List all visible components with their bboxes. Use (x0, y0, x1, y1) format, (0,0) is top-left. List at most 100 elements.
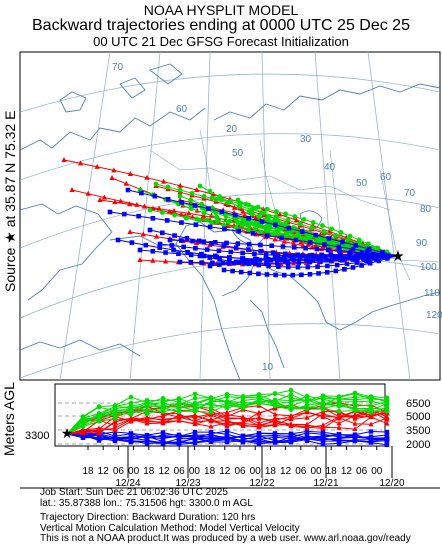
trajectory-marker (319, 252, 324, 258)
height-marker (160, 430, 166, 435)
height-marker (112, 418, 118, 424)
trajectory-marker (214, 254, 220, 260)
trajectory-marker (253, 261, 258, 266)
graticule-label: 100 (420, 262, 437, 273)
trajectory-marker (209, 195, 215, 201)
trajectory-marker (333, 233, 339, 238)
graticule-label: 80 (420, 204, 432, 215)
height-marker (208, 395, 214, 401)
height-marker (288, 387, 294, 393)
trajectory-marker (301, 216, 307, 222)
trajectory-marker (356, 237, 362, 243)
trajectory-marker (264, 261, 269, 266)
trajectory-marker (224, 240, 229, 246)
date-label: 12/23 (175, 478, 200, 489)
trajectory-marker (201, 193, 207, 199)
height-marker (272, 435, 278, 440)
trajectory-marker (338, 230, 344, 235)
trajectory-marker (307, 240, 313, 245)
height-marker (224, 422, 230, 428)
trajectory-marker (172, 233, 177, 238)
trajectory-marker (283, 211, 288, 217)
graticule-label: 60 (380, 172, 392, 183)
height-marker (176, 402, 182, 407)
trajectory-marker (177, 182, 183, 188)
height-marker (352, 402, 358, 407)
graticule-label: 50 (232, 148, 244, 159)
height-marker (128, 435, 134, 441)
trajectory-marker (350, 257, 356, 262)
footer-line-4: Vertical Motion Calculation Method: Mode… (40, 522, 300, 534)
height-marker (336, 403, 342, 409)
height-marker (352, 434, 358, 439)
trajectory-marker (315, 264, 320, 269)
height-marker (384, 435, 390, 440)
height-marker (240, 394, 246, 399)
height-marker (320, 422, 326, 428)
hour-label: 06 (174, 466, 186, 477)
height-marker (144, 408, 150, 414)
trajectory-marker (321, 254, 327, 259)
height-marker (288, 398, 294, 403)
trajectory-marker (258, 242, 263, 248)
trajectory-marker (193, 245, 198, 251)
trajectory-marker (324, 270, 330, 275)
trajectory-marker (181, 244, 186, 250)
trajectory-marker (377, 253, 383, 259)
trajectory-marker (277, 211, 283, 217)
height-marker (384, 429, 390, 435)
height-marker (192, 395, 198, 401)
height-marker (176, 405, 182, 410)
height-marker (224, 439, 230, 445)
trajectory-marker (295, 252, 300, 258)
hour-label: 00 (250, 466, 262, 477)
height-marker (320, 425, 326, 431)
hour-label: 06 (295, 466, 307, 477)
trajectory-marker (375, 253, 380, 258)
trajectory-marker (263, 252, 269, 257)
trajectory-marker (313, 242, 319, 248)
trajectory-marker (286, 225, 292, 231)
trajectory-marker (310, 219, 316, 225)
trajectory-marker (249, 211, 255, 217)
trajectory-marker (350, 246, 356, 252)
height-marker (240, 434, 246, 439)
trajectory-marker (278, 226, 283, 232)
height-marker (320, 400, 326, 406)
trajectory-marker (348, 249, 354, 255)
trajectory-marker (293, 217, 299, 223)
trajectory-marker (236, 204, 242, 210)
trajectory-marker (259, 210, 265, 215)
height-marker (272, 421, 278, 427)
height-marker (336, 432, 342, 437)
trajectory-marker (201, 239, 207, 245)
height-marker (320, 395, 326, 401)
height-marker (128, 431, 134, 437)
height-marker (160, 416, 166, 422)
trajectory-marker (310, 258, 315, 263)
trajectory-marker (361, 256, 366, 261)
trajectory-marker (161, 178, 167, 184)
height-marker (144, 417, 150, 423)
trajectory-marker (179, 220, 184, 225)
trajectory-marker (157, 241, 163, 247)
trajectory-marker (160, 230, 165, 236)
trajectory-marker (353, 253, 359, 259)
trajectory-marker (199, 201, 205, 207)
trajectory-marker (212, 240, 218, 245)
trajectory-marker (275, 253, 281, 258)
trajectory-marker (316, 271, 321, 276)
height-marker (160, 420, 166, 426)
height-marker (128, 394, 134, 400)
height-marker (208, 409, 214, 415)
height-marker (256, 430, 262, 436)
trajectory-marker (85, 190, 91, 196)
footer-line-2: lat.: 35.87388 lon.: 75.31506 hgt: 3300.… (40, 497, 253, 509)
trajectory-marker (167, 237, 173, 243)
level-label-2000: 2000 (406, 439, 430, 451)
hour-labels: 18 12 06 00 18 12 06 00 18 12 06 00 18 12 06 00 18 12 06 00 (82, 466, 382, 477)
trajectory-marker (346, 244, 351, 249)
trajectory-marker (197, 183, 203, 189)
trajectory-marker (359, 250, 365, 256)
trajectory-marker (258, 229, 264, 235)
